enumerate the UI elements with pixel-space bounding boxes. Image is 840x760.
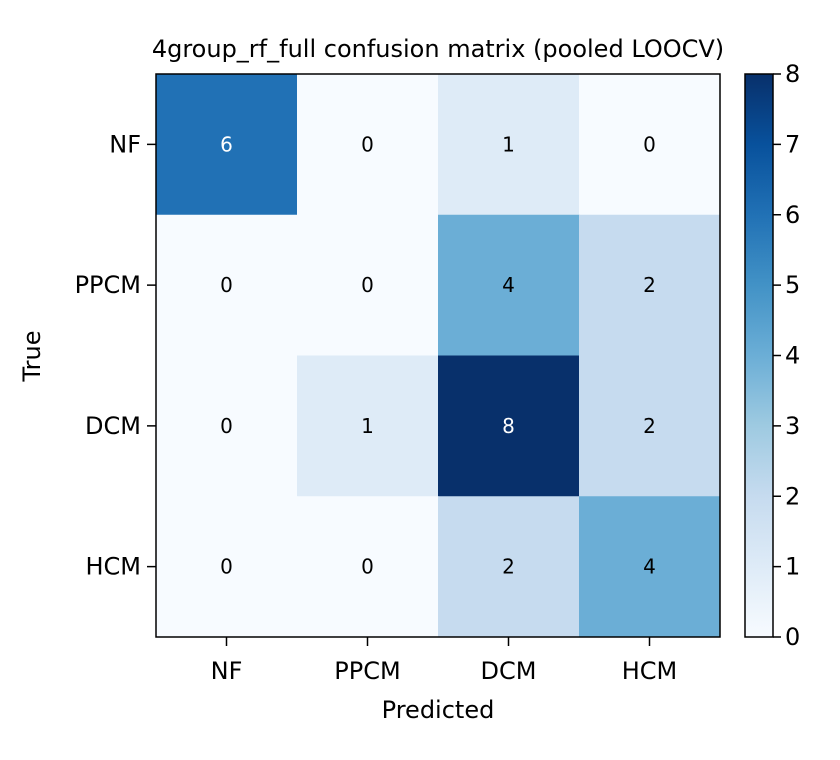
heatmap-cell [438, 214, 580, 356]
cell-value-label: 0 [643, 132, 656, 156]
colorbar-tick-label: 0 [785, 623, 800, 651]
heatmap-cell [579, 214, 721, 356]
heatmap-cell [156, 496, 298, 638]
x-tick-label: PPCM [334, 657, 400, 685]
heatmap-cell [297, 74, 439, 216]
heatmap-cell [297, 496, 439, 638]
cell-value-label: 6 [220, 132, 233, 156]
y-tick-label: PPCM [75, 271, 141, 299]
colorbar-tick-label: 4 [785, 342, 800, 370]
cell-value-label: 1 [502, 132, 515, 156]
x-tick-label: DCM [481, 657, 537, 685]
colorbar-tick-label: 5 [785, 271, 800, 299]
chart-title: 4group_rf_full confusion matrix (pooled … [152, 35, 724, 63]
heatmap-cell [297, 214, 439, 356]
colorbar-tick-label: 1 [785, 553, 800, 581]
y-tick-label: NF [109, 130, 141, 158]
y-axis-label: True [18, 331, 46, 383]
x-tick-label: HCM [622, 657, 678, 685]
heatmap-cells [156, 74, 721, 638]
cell-value-label: 2 [643, 273, 656, 297]
cell-value-label: 4 [502, 273, 515, 297]
colorbar-tick-label: 6 [785, 201, 800, 229]
cell-value-label: 0 [361, 132, 374, 156]
cell-value-label: 0 [220, 555, 233, 579]
y-tick-label: HCM [85, 553, 141, 581]
cell-value-label: 8 [502, 414, 515, 438]
cell-value-label: 0 [220, 414, 233, 438]
heatmap-cell [438, 74, 580, 216]
heatmap-cell [156, 74, 298, 216]
cell-value-label: 1 [361, 414, 374, 438]
cell-value-label: 2 [643, 414, 656, 438]
heatmap-cell [156, 214, 298, 356]
colorbar [744, 73, 774, 638]
x-axis-label: Predicted [382, 696, 495, 724]
heatmap-cell-labels: 6 0 1 0 0 0 4 2 0 1 8 2 0 0 2 4 [220, 132, 656, 578]
heatmap-cell [156, 355, 298, 497]
cell-value-label: 2 [502, 555, 515, 579]
colorbar-tick-label: 7 [785, 130, 800, 158]
cell-value-label: 4 [643, 555, 656, 579]
cell-value-label: 0 [361, 273, 374, 297]
heatmap-cell [297, 355, 439, 497]
y-tick-label: DCM [85, 412, 141, 440]
heatmap-cell [579, 496, 721, 638]
x-axis-ticks: NF PPCM DCM HCM [211, 637, 678, 685]
x-tick-label: NF [211, 657, 243, 685]
y-axis-ticks: NF PPCM DCM HCM [75, 130, 156, 581]
heatmap-cell [579, 74, 721, 216]
plot-frame [155, 73, 721, 638]
heatmap-cell [438, 355, 580, 497]
heatmap-cell [438, 496, 580, 638]
colorbar-ticks: 0 1 2 3 4 5 6 7 8 [773, 60, 800, 651]
colorbar-tick-label: 2 [785, 482, 800, 510]
colorbar-tick-label: 8 [785, 60, 800, 88]
colorbar-tick-label: 3 [785, 412, 800, 440]
heatmap-cell [579, 355, 721, 497]
cell-value-label: 0 [361, 555, 374, 579]
cell-value-label: 0 [220, 273, 233, 297]
